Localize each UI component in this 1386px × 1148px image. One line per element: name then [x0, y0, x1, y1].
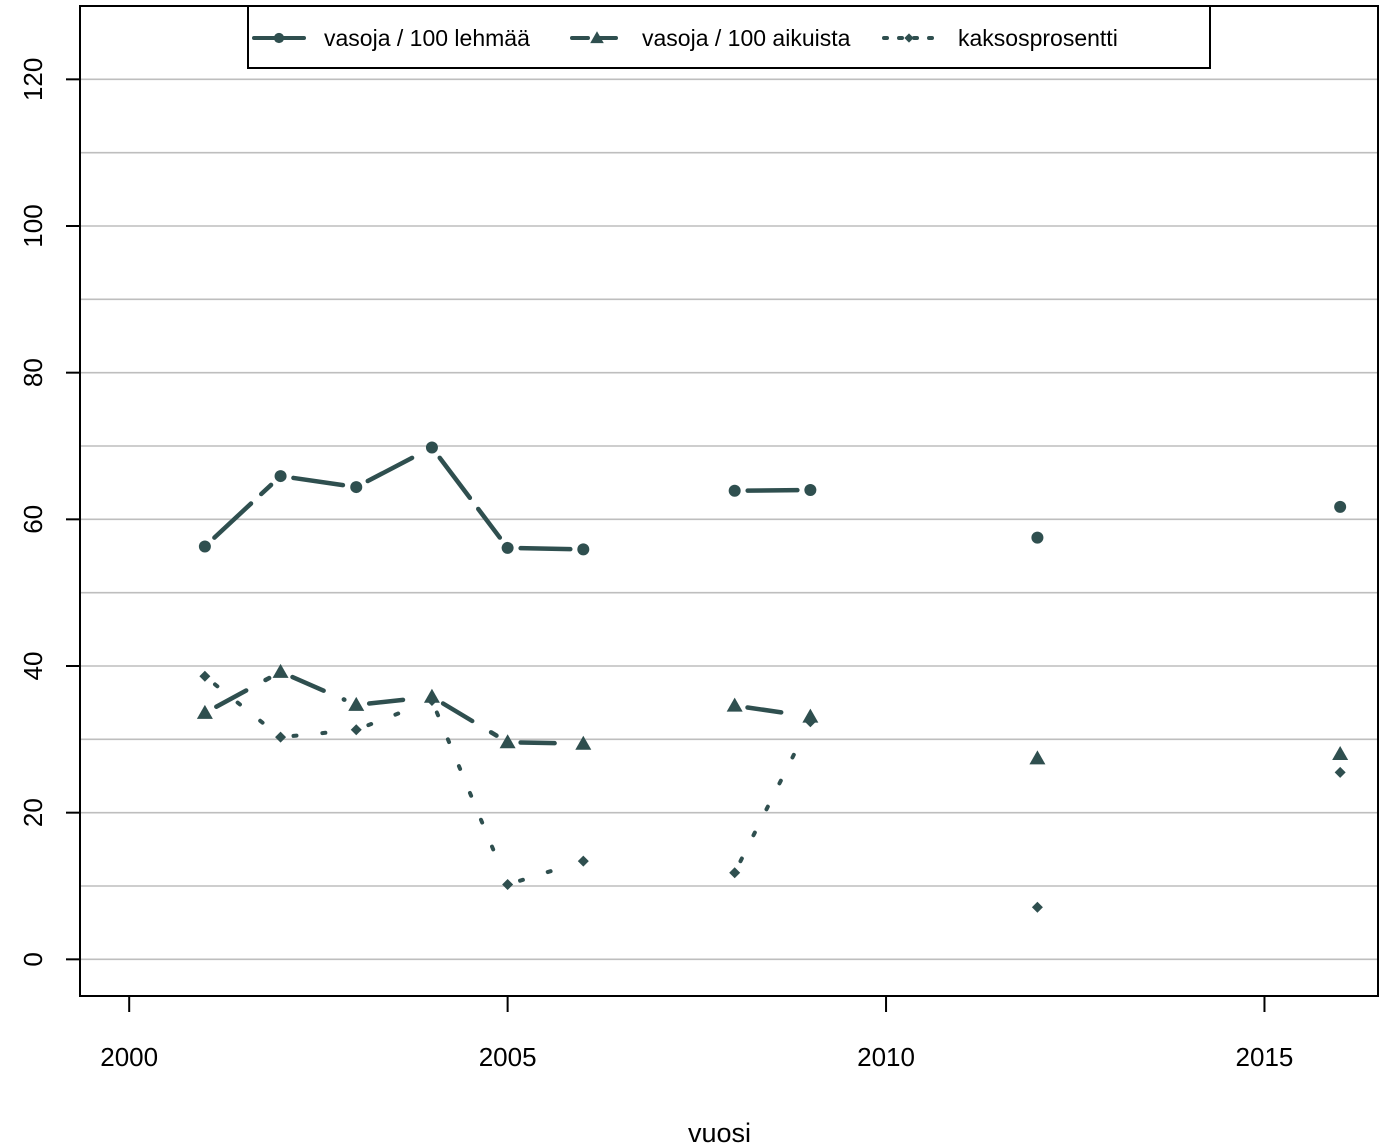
data-point — [726, 697, 743, 712]
data-point — [575, 735, 592, 750]
series-line-segment — [290, 674, 347, 702]
data-point — [502, 879, 514, 891]
series-line-segment — [738, 731, 807, 864]
data-point — [729, 867, 741, 879]
x-tick-label: 2015 — [1236, 1042, 1294, 1072]
y-tick-label: 0 — [18, 952, 48, 966]
series-line-segment — [518, 545, 573, 552]
series-line-segment — [434, 710, 505, 875]
data-point — [802, 708, 819, 723]
axes: 0 20 40 60 80 100 120 2000 2005 2010 2015 — [18, 58, 1293, 1072]
series-line-segment — [366, 703, 422, 728]
data-point — [1031, 531, 1044, 544]
series-2 — [196, 663, 1349, 765]
data-point — [1334, 500, 1347, 513]
data-point — [501, 541, 514, 554]
series-line-segment — [213, 682, 273, 731]
series-line-segment — [518, 740, 573, 746]
data-point — [198, 540, 211, 553]
legend-marker — [904, 33, 914, 43]
series-3 — [199, 670, 1346, 913]
data-point — [350, 724, 362, 736]
data-point — [426, 694, 438, 706]
legend: vasoja / 100 lehmää vasoja / 100 aikuista… — [247, 5, 1211, 69]
x-axis-title: vuosi — [688, 1118, 751, 1148]
y-tick-label: 80 — [18, 358, 48, 387]
series-1 — [198, 441, 1347, 556]
data-point — [1332, 746, 1349, 760]
data-point — [804, 484, 817, 496]
series-line-segment — [214, 675, 272, 709]
data-point — [199, 670, 211, 682]
data-point — [348, 696, 365, 711]
legend-marker — [590, 31, 604, 44]
data-point — [577, 543, 590, 556]
data-point — [804, 716, 816, 728]
data-point — [350, 481, 363, 494]
series-line-segment — [518, 862, 573, 883]
series-line-segment — [440, 701, 499, 738]
series-line-segment — [366, 695, 422, 706]
data-point — [1029, 750, 1046, 765]
data-point — [728, 484, 741, 497]
series-line-segment — [291, 729, 346, 738]
legend-marker — [273, 32, 285, 44]
data-point — [275, 731, 287, 743]
data-point — [425, 441, 438, 454]
plot-frame — [79, 5, 1379, 997]
y-tick-label: 20 — [18, 798, 48, 827]
data-point — [577, 855, 589, 867]
series-line-segment — [745, 705, 800, 717]
x-tick-label: 2005 — [479, 1042, 537, 1072]
x-tick-label: 2000 — [100, 1042, 158, 1072]
series-layer — [196, 441, 1349, 913]
legend-box — [247, 5, 1211, 69]
y-tick-label: 40 — [18, 652, 48, 681]
data-point — [499, 734, 516, 749]
data-point — [274, 470, 287, 483]
legend-label: kaksosprosentti — [958, 25, 1118, 51]
series-line-segment — [212, 482, 274, 540]
series-line-segment — [437, 455, 503, 540]
legend-label: vasoja / 100 aikuista — [642, 25, 851, 51]
y-tick-label: 60 — [18, 505, 48, 534]
legend-label: vasoja / 100 lehmää — [324, 25, 530, 51]
x-tick-label: 2010 — [857, 1042, 915, 1072]
series-line-segment — [291, 475, 346, 488]
gridlines — [80, 78, 1378, 961]
data-point — [196, 704, 213, 719]
data-point — [272, 663, 289, 678]
data-point — [1031, 901, 1043, 913]
y-tick-label: 120 — [18, 58, 48, 101]
y-tick-label: 100 — [18, 204, 48, 247]
series-line-segment — [365, 451, 423, 484]
data-point — [1334, 766, 1346, 778]
